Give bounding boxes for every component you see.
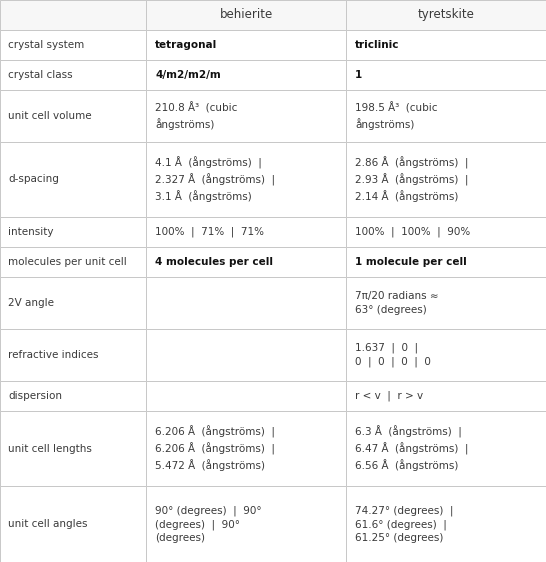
Bar	[0, 30, 146, 60]
Text: crystal class: crystal class	[8, 70, 73, 80]
Text: behierite: behierite	[219, 8, 273, 21]
Bar	[146, 381, 346, 411]
Bar	[146, 247, 346, 277]
Bar	[346, 247, 546, 277]
Text: 4.1 Å  (ångströms)  |
2.327 Å  (ångströms)  |
3.1 Å  (ångströms): 4.1 Å (ångströms) | 2.327 Å (ångströms) …	[155, 157, 275, 202]
Text: d-spacing: d-spacing	[8, 174, 59, 184]
Bar	[146, 277, 346, 329]
Bar	[0, 277, 146, 329]
Bar	[146, 30, 346, 60]
Bar	[0, 329, 146, 381]
Text: 2V angle: 2V angle	[8, 298, 54, 308]
Bar	[146, 90, 346, 142]
Bar	[346, 277, 546, 329]
Bar	[146, 217, 346, 247]
Text: triclinic: triclinic	[355, 40, 400, 50]
Text: 90° (degrees)  |  90°
(degrees)  |  90°
(degrees): 90° (degrees) | 90° (degrees) | 90° (deg…	[155, 505, 262, 543]
Text: refractive indices: refractive indices	[8, 350, 98, 360]
Bar	[346, 142, 546, 217]
Text: 100%  |  100%  |  90%: 100% | 100% | 90%	[355, 227, 471, 238]
Bar	[0, 0, 146, 30]
Text: tetragonal: tetragonal	[155, 40, 217, 50]
Text: 6.3 Å  (ångströms)  |
6.47 Å  (ångströms)  |
6.56 Å  (ångströms): 6.3 Å (ångströms) | 6.47 Å (ångströms) |…	[355, 426, 468, 472]
Bar	[346, 30, 546, 60]
Bar	[346, 60, 546, 90]
Text: molecules per unit cell: molecules per unit cell	[8, 257, 127, 267]
Bar	[146, 142, 346, 217]
Bar	[0, 247, 146, 277]
Text: 1: 1	[355, 70, 363, 80]
Text: dispersion: dispersion	[8, 391, 62, 401]
Text: 4/m2/m2/m: 4/m2/m2/m	[155, 70, 221, 80]
Text: 4 molecules per cell: 4 molecules per cell	[155, 257, 274, 267]
Text: 1 molecule per cell: 1 molecule per cell	[355, 257, 467, 267]
Bar	[146, 329, 346, 381]
Text: 1.637  |  0  |
0  |  0  |  0  |  0: 1.637 | 0 | 0 | 0 | 0 | 0	[355, 343, 431, 368]
Bar	[346, 411, 546, 487]
Text: 198.5 Å³  (cubic
ångströms): 198.5 Å³ (cubic ångströms)	[355, 102, 438, 130]
Text: 100%  |  71%  |  71%: 100% | 71% | 71%	[155, 227, 264, 238]
Text: r < v  |  r > v: r < v | r > v	[355, 391, 423, 401]
Bar	[0, 411, 146, 487]
Text: unit cell angles: unit cell angles	[8, 519, 87, 529]
Text: 210.8 Å³  (cubic
ångströms): 210.8 Å³ (cubic ångströms)	[155, 102, 238, 130]
Text: intensity: intensity	[8, 227, 54, 237]
Bar	[146, 0, 346, 30]
Bar	[346, 381, 546, 411]
Bar	[0, 142, 146, 217]
Bar	[0, 217, 146, 247]
Text: 2.86 Å  (ångströms)  |
2.93 Å  (ångströms)  |
2.14 Å  (ångströms): 2.86 Å (ångströms) | 2.93 Å (ångströms) …	[355, 157, 468, 202]
Bar	[346, 487, 546, 562]
Bar	[346, 217, 546, 247]
Text: tyretskite: tyretskite	[418, 8, 474, 21]
Bar	[346, 0, 546, 30]
Bar	[0, 60, 146, 90]
Bar	[0, 90, 146, 142]
Bar	[146, 60, 346, 90]
Text: unit cell volume: unit cell volume	[8, 111, 92, 121]
Bar	[0, 381, 146, 411]
Bar	[346, 90, 546, 142]
Bar	[146, 411, 346, 487]
Bar	[346, 329, 546, 381]
Bar	[146, 487, 346, 562]
Text: unit cell lengths: unit cell lengths	[8, 443, 92, 454]
Bar	[0, 487, 146, 562]
Text: 7π/20 radians ≈
63° (degrees): 7π/20 radians ≈ 63° (degrees)	[355, 291, 439, 315]
Text: 6.206 Å  (ångströms)  |
6.206 Å  (ångströms)  |
5.472 Å  (ångströms): 6.206 Å (ångströms) | 6.206 Å (ångströms…	[155, 426, 275, 472]
Text: crystal system: crystal system	[8, 40, 84, 50]
Text: 74.27° (degrees)  |
61.6° (degrees)  |
61.25° (degrees): 74.27° (degrees) | 61.6° (degrees) | 61.…	[355, 505, 454, 543]
